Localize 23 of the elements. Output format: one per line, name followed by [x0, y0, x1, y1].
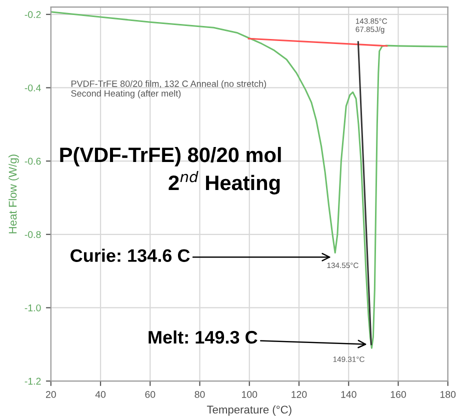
y-axis-title: Heat Flow (W/g) [8, 154, 19, 234]
annotation: P(VDF-TrFE) 80/20 mol [60, 146, 281, 166]
y-tick-label: -1.2 [24, 378, 41, 385]
y-tick-label: -0.2 [24, 11, 41, 18]
x-tick-label: 140 [341, 391, 356, 398]
x-tick-label: 20 [46, 391, 56, 398]
annotation: PVDF-TrFE 80/20 film, 132 C Anneal (no stretch) Second Heating (after melt) [71, 80, 266, 98]
y-tick-label: -0.6 [24, 158, 41, 165]
x-tick-label: 180 [440, 391, 456, 398]
y-tick-label: -0.8 [24, 231, 41, 238]
y-tick-label: -0.4 [24, 84, 41, 92]
x-tick-label: 60 [145, 391, 156, 398]
annotation: 2$^{nd}$ Heating [168, 170, 280, 194]
x-tick-label: 80 [194, 391, 205, 398]
x-tick-label: 160 [390, 391, 406, 398]
y-tick-label: -1.0 [24, 304, 41, 312]
annotation: Curie: 134.6 C [70, 248, 190, 262]
x-tick-label: 40 [95, 391, 106, 398]
x-axis-title: Temperature (°C) [206, 405, 292, 416]
annotation: Melt: 149.3 C [148, 330, 258, 344]
line-series [50, 11, 448, 349]
x-tick-label: 100 [242, 391, 258, 398]
x-tick-label: 120 [292, 391, 307, 398]
